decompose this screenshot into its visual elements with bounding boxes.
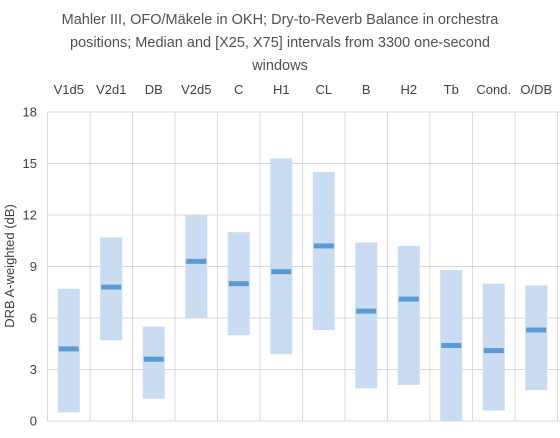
median-marker [398,296,419,302]
y-axis-title: DRB A-weighted (dB) [2,204,17,328]
category-labels: V1d5 V2d1 DB V2d5 C H1 CL B H2 Tb Cond. O/DB [54,82,553,97]
interval-band [482,283,505,411]
category-label: Cond. [476,82,511,97]
y-tick-label: 12 [23,208,37,223]
median-marker [271,269,292,275]
y-tick-label: 3 [30,362,37,377]
category-label: V2d5 [181,82,211,97]
median-marker [186,258,207,264]
category-label: H2 [400,82,417,97]
interval-band [142,326,165,399]
category-label: H1 [273,82,290,97]
category-label: B [362,82,371,97]
median-marker [228,281,249,287]
median-marker [441,342,462,348]
median-marker [483,348,504,354]
y-tick-labels: 0 3 6 9 12 15 18 [23,105,37,429]
category-label: DB [145,82,163,97]
interval-band [525,285,548,391]
chart-title-line-1: Mahler III, OFO/Mäkele in OKH; Dry-to-Re… [61,12,499,28]
chart-title: Mahler III, OFO/Mäkele in OKH; Dry-to-Re… [0,9,560,78]
median-marker [58,346,79,352]
median-marker [313,243,334,249]
chart-title-line-3: windows [252,58,308,74]
category-label: CL [315,82,332,97]
category-label: O/DB [520,82,552,97]
median-marker [526,327,547,333]
y-tick-label: 18 [23,105,37,120]
y-tick-label: 6 [30,311,37,326]
y-tick-label: 9 [30,259,37,274]
category-label: C [234,82,243,97]
interval-band [270,158,293,355]
interval-band [312,172,335,331]
interval-bands [57,158,548,421]
y-tick-label: 0 [30,414,37,429]
category-label: Tb [444,82,459,97]
category-label: V2d1 [96,82,126,97]
category-label: V1d5 [54,82,84,97]
median-marker [101,284,122,290]
median-marker [143,356,164,362]
median-markers [58,243,547,362]
interval-band [185,215,208,318]
grid-lines [47,111,560,422]
interval-band [355,242,378,389]
interval-band [397,245,420,385]
y-tick-label: 15 [23,156,37,171]
chart-title-line-2: positions; Median and [X25, X75] interva… [70,35,490,51]
median-marker [356,308,377,314]
